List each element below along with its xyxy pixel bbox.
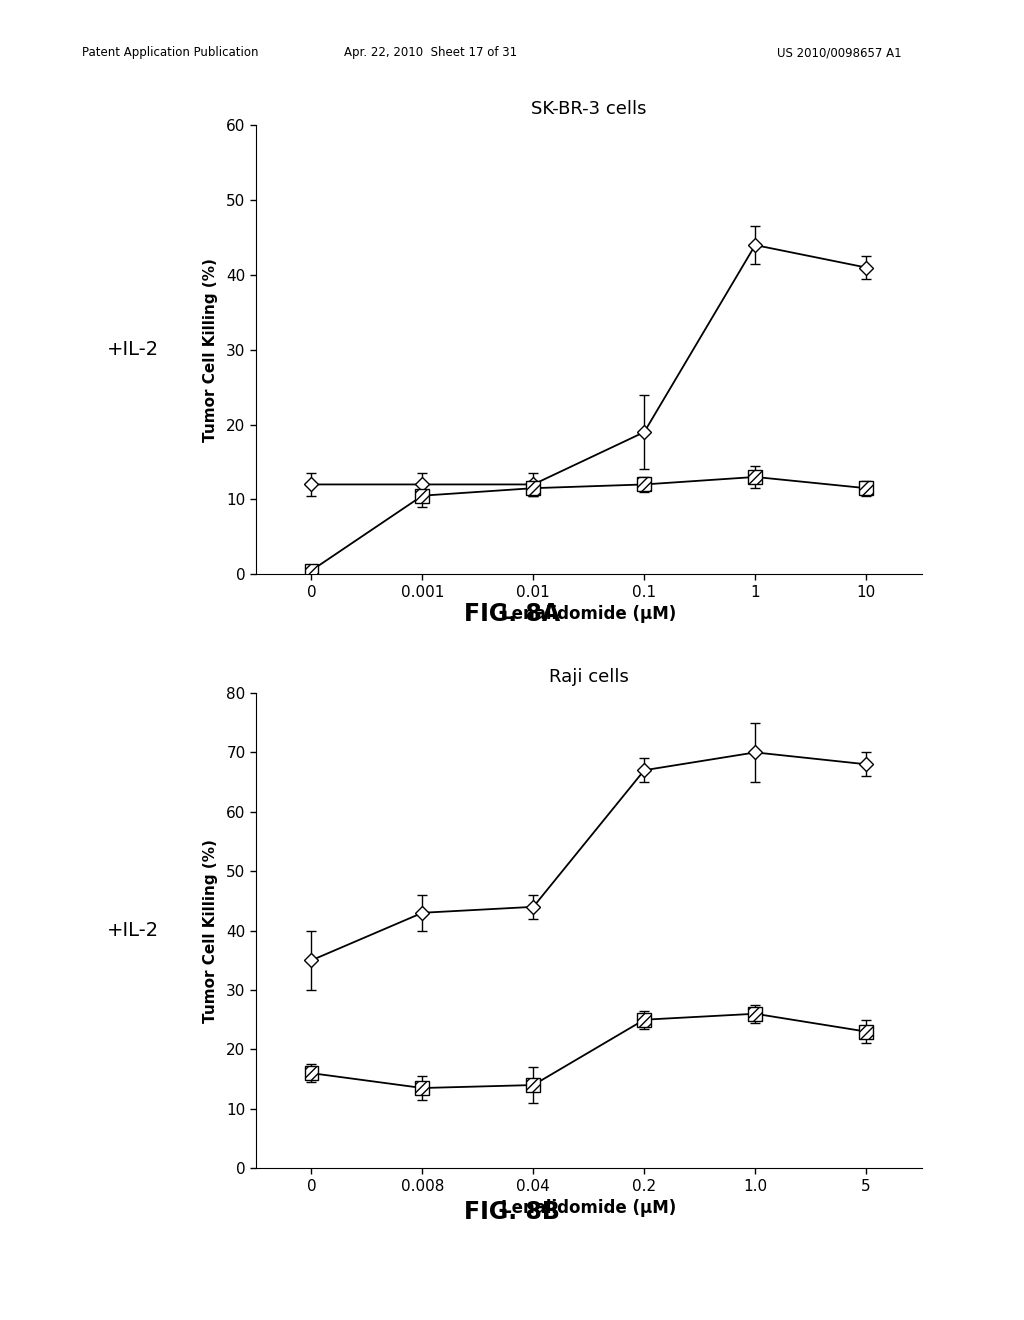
Bar [859, 1024, 873, 1039]
Text: +IL-2: +IL-2 [108, 341, 159, 359]
Text: +IL-2: +IL-2 [108, 921, 159, 940]
Y-axis label: Tumor Cell Killing (%): Tumor Cell Killing (%) [203, 257, 218, 442]
Y-axis label: Tumor Cell Killing (%): Tumor Cell Killing (%) [203, 838, 218, 1023]
X-axis label: Lenalidomide (μM): Lenalidomide (μM) [501, 605, 677, 623]
Bar [304, 1067, 318, 1080]
Title: SK-BR-3 cells: SK-BR-3 cells [531, 100, 646, 119]
Bar [416, 488, 429, 503]
Text: Patent Application Publication: Patent Application Publication [82, 46, 258, 59]
Bar [859, 482, 873, 495]
Bar [526, 482, 541, 495]
Bar [637, 478, 651, 491]
Bar [416, 1081, 429, 1096]
Bar [526, 1078, 541, 1092]
Bar [749, 1007, 762, 1020]
Text: US 2010/0098657 A1: US 2010/0098657 A1 [777, 46, 902, 59]
Bar [637, 1012, 651, 1027]
Bar [304, 564, 318, 577]
X-axis label: Lenalidomide (μM): Lenalidomide (μM) [501, 1199, 677, 1217]
Bar [749, 470, 762, 484]
Text: FIG. 8B: FIG. 8B [464, 1200, 560, 1224]
Text: FIG. 8A: FIG. 8A [464, 602, 560, 626]
Text: Apr. 22, 2010  Sheet 17 of 31: Apr. 22, 2010 Sheet 17 of 31 [343, 46, 517, 59]
Title: Raji cells: Raji cells [549, 668, 629, 686]
